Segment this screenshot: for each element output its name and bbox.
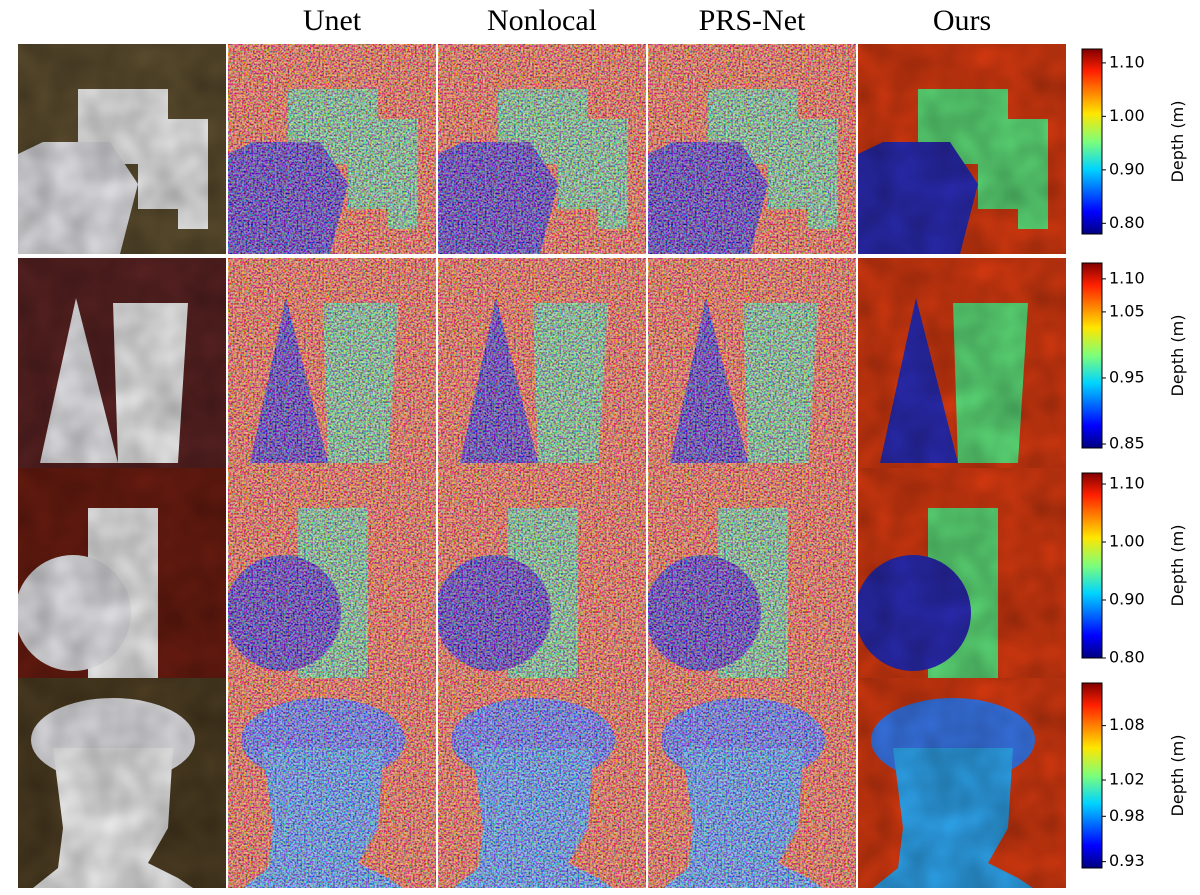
shading — [858, 678, 1066, 888]
depth-map — [228, 678, 436, 888]
photo — [18, 468, 226, 678]
noise — [438, 468, 646, 678]
depth-map — [438, 258, 646, 468]
photo — [18, 678, 226, 888]
colorbar-label: Depth (m) — [1168, 525, 1187, 607]
noise — [438, 678, 646, 888]
colorbar-tick-label: 1.08 — [1109, 715, 1145, 734]
depth-map — [228, 258, 436, 468]
shading — [858, 258, 1066, 468]
noise — [228, 44, 436, 254]
column-header: PRS-Net — [699, 4, 806, 37]
depth-map — [648, 468, 856, 678]
shading — [18, 468, 226, 678]
colorbar-tick-label: 0.98 — [1109, 806, 1145, 825]
depth-map — [228, 44, 436, 254]
colorbar-tick-label: 1.00 — [1109, 532, 1145, 551]
colorbar-label: Depth (m) — [1168, 315, 1187, 397]
depth-map — [228, 468, 436, 678]
depth-map — [858, 468, 1066, 678]
shading — [858, 44, 1066, 254]
column-header: Ours — [933, 4, 991, 37]
noise — [228, 258, 436, 468]
colorbar-tick-label: 1.10 — [1109, 52, 1145, 71]
colorbar — [1081, 472, 1103, 659]
colorbar-tick-label: 1.10 — [1109, 268, 1145, 287]
noise — [648, 468, 856, 678]
colorbar-tick-label: 0.80 — [1109, 213, 1145, 232]
noise — [228, 468, 436, 678]
noise — [228, 678, 436, 888]
noise — [648, 44, 856, 254]
depth-map — [858, 678, 1066, 888]
depth-map — [438, 44, 646, 254]
photo — [18, 258, 226, 468]
shading — [858, 468, 1066, 678]
colorbar — [1081, 262, 1103, 449]
colorbar-label: Depth (m) — [1168, 101, 1187, 183]
colorbar — [1081, 682, 1103, 869]
column-header: Unet — [303, 4, 362, 37]
colorbar-tick-label: 0.90 — [1109, 590, 1145, 609]
colorbar-tick-label: 1.00 — [1109, 106, 1145, 125]
column-header: Nonlocal — [487, 4, 597, 37]
depth-map — [648, 678, 856, 888]
depth-map — [438, 678, 646, 888]
shading — [18, 44, 226, 254]
noise — [648, 258, 856, 468]
shading — [18, 678, 226, 888]
depth-map — [438, 468, 646, 678]
colorbar-label: Depth (m) — [1168, 735, 1187, 817]
colorbar — [1081, 48, 1103, 235]
noise — [438, 258, 646, 468]
depth-map — [858, 44, 1066, 254]
shading — [18, 258, 226, 468]
colorbar-tick-label: 0.95 — [1109, 367, 1145, 386]
noise — [438, 44, 646, 254]
depth-map — [858, 258, 1066, 468]
depth-map — [648, 44, 856, 254]
colorbar-tick-label: 1.10 — [1109, 474, 1145, 493]
photo — [18, 44, 226, 254]
colorbar-tick-label: 0.85 — [1109, 434, 1145, 453]
colorbar-tick-label: 0.93 — [1109, 851, 1145, 870]
colorbar-tick-label: 0.80 — [1109, 648, 1145, 667]
colorbar-tick-label: 1.05 — [1109, 301, 1145, 320]
colorbar-tick-label: 1.02 — [1109, 770, 1145, 789]
depth-map — [648, 258, 856, 468]
noise — [648, 678, 856, 888]
colorbar-tick-label: 0.90 — [1109, 159, 1145, 178]
